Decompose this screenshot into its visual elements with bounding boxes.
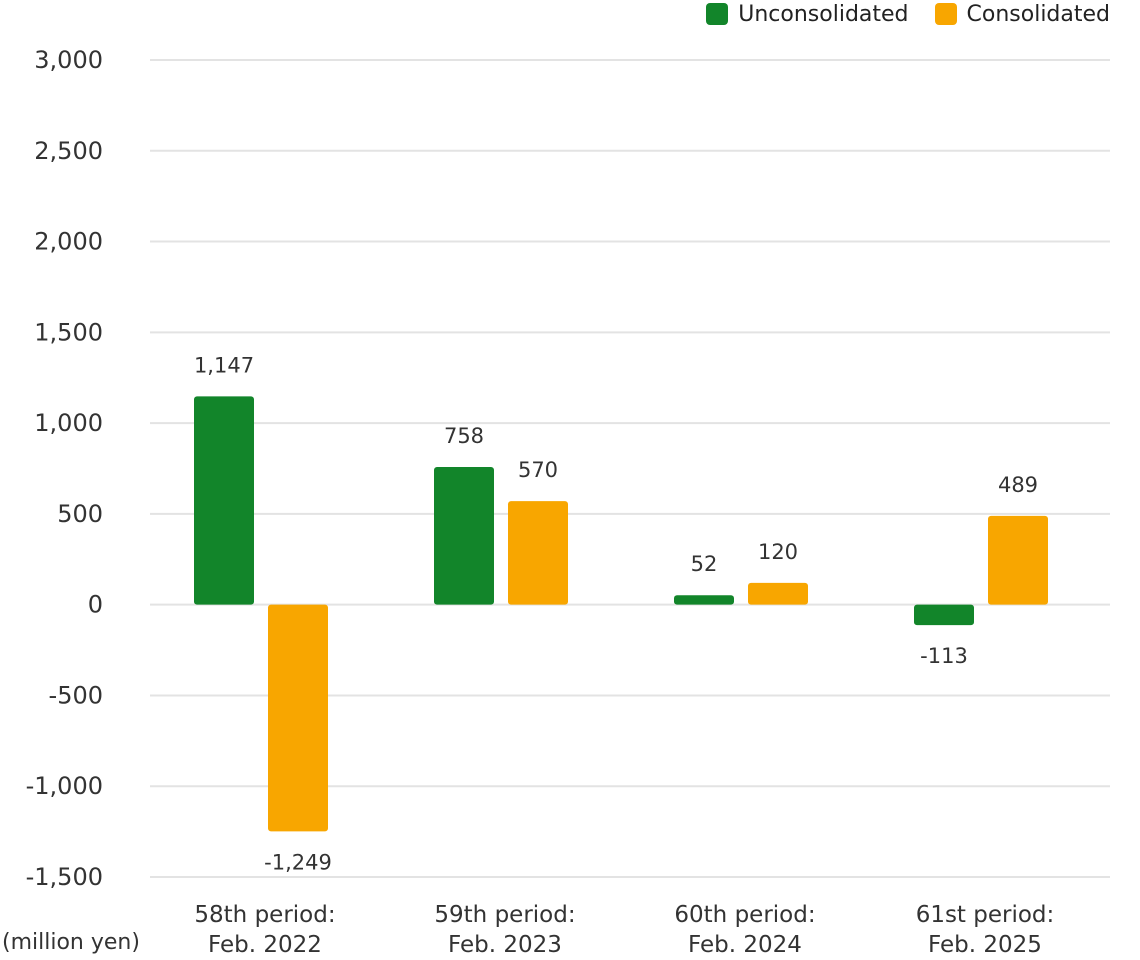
legend-item-unconsolidated: Unconsolidated (706, 1, 909, 27)
data-label: 52 (691, 552, 718, 576)
y-tick-label: -500 (49, 681, 103, 709)
y-tick-label: 1,500 (34, 318, 103, 346)
legend-swatch-consolidated (934, 3, 957, 25)
bar (674, 595, 734, 605)
y-tick-label: 0 (88, 591, 103, 619)
bar (268, 604, 328, 832)
y-tick-label: 3,000 (34, 46, 103, 74)
y-tick-label: 1,000 (34, 409, 103, 437)
x-category-label: 59th period: (434, 902, 575, 928)
y-tick-label: 2,000 (34, 228, 103, 256)
data-label: 1,147 (194, 353, 254, 377)
y-tick-label: -1,500 (26, 863, 103, 891)
x-category-label: Feb. 2022 (208, 932, 322, 958)
x-category-label: Feb. 2023 (448, 932, 562, 958)
legend-label-consolidated: Consolidated (966, 1, 1110, 27)
x-category-label: Feb. 2025 (928, 932, 1042, 958)
bar (914, 604, 974, 626)
x-category-label: 60th period: (674, 902, 815, 928)
legend: Unconsolidated Consolidated (706, 0, 1110, 28)
bar (988, 515, 1048, 605)
y-tick-label: -1,000 (26, 772, 103, 800)
data-label: 120 (758, 540, 798, 564)
bar (434, 467, 494, 605)
x-category-label: 61st period: (916, 902, 1055, 928)
data-label: -1,249 (264, 850, 332, 874)
y-tick-label: 2,500 (34, 137, 103, 165)
bar (194, 396, 254, 605)
unit-label: (million yen) (2, 930, 140, 955)
y-tick-label: 500 (57, 500, 103, 528)
x-category-label: 58th period: (194, 902, 335, 928)
legend-item-consolidated: Consolidated (934, 1, 1110, 27)
data-label: 758 (444, 424, 484, 448)
x-category-label: Feb. 2024 (688, 932, 802, 958)
bar (508, 501, 568, 605)
data-label: 570 (518, 458, 558, 482)
bar (748, 582, 808, 605)
data-label: -113 (920, 644, 968, 668)
data-label: 489 (998, 473, 1038, 497)
legend-label-unconsolidated: Unconsolidated (738, 1, 909, 27)
legend-swatch-unconsolidated (706, 3, 729, 25)
